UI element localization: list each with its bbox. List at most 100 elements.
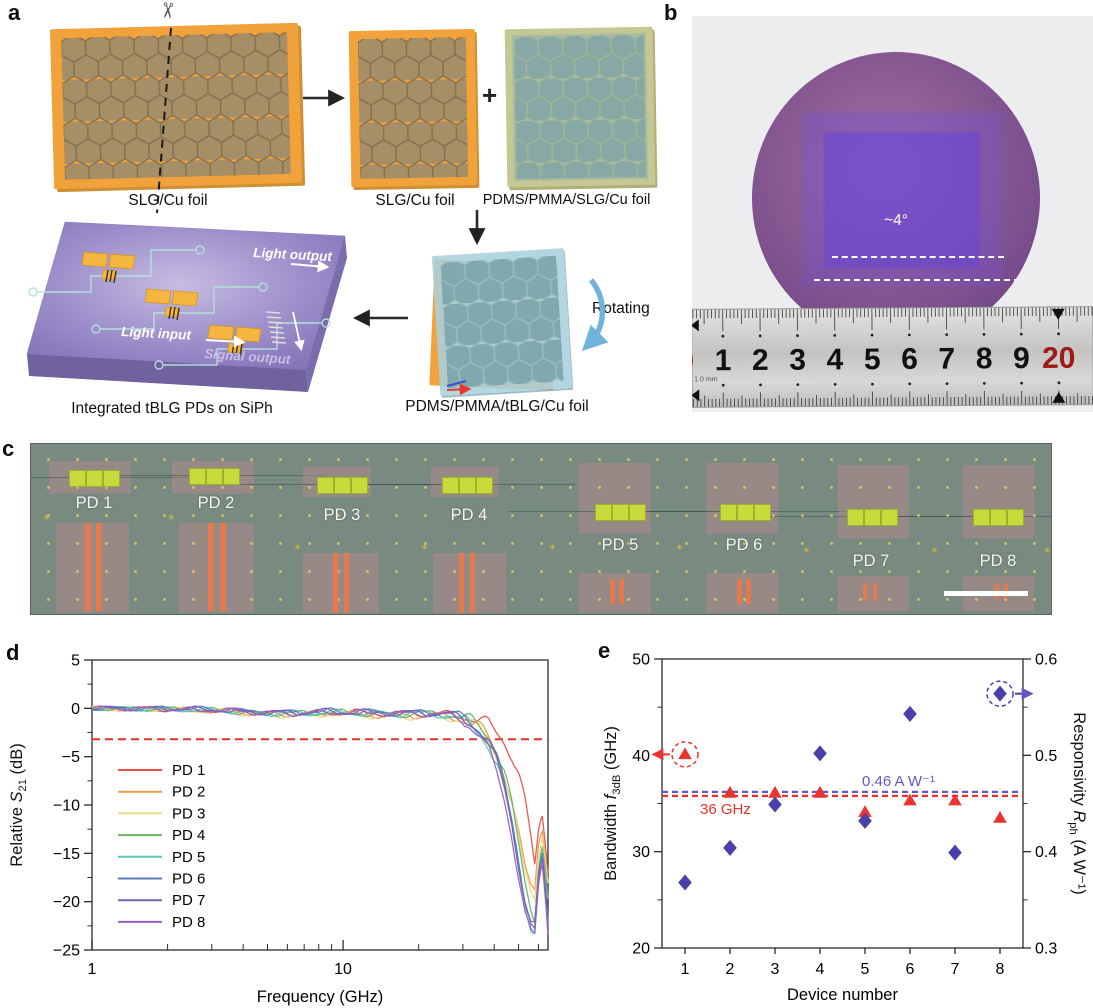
plus-sign: + (482, 80, 498, 110)
contact-pad-square (205, 467, 223, 485)
metal-mark: ✳ (43, 513, 50, 522)
filler-dot (250, 486, 253, 489)
bandwidth-point (723, 785, 737, 798)
ruler-number: 7 (938, 343, 955, 376)
contact-pad-square (846, 508, 864, 526)
responsivity-point (768, 796, 782, 813)
tblg-hex-pattern (440, 255, 564, 389)
filler-dot (134, 486, 137, 489)
filler-dot (975, 486, 978, 489)
filler-dot (743, 458, 746, 461)
pdms-pmma-slg-foil-illustration (504, 26, 656, 188)
responsivity-point (723, 839, 737, 856)
filler-dot (743, 570, 746, 573)
label-slg-cu-foil-2: SLG/Cu foil (375, 192, 455, 209)
panel-e-bandwidth-responsivity-chart: 20 30 40 50 0.3 0.4 0.5 0.6 1 2 3 4 5 6 7 8 36 GHz 0.46 A… (602, 652, 1088, 1005)
device-number-tick: 1 (681, 961, 690, 978)
filler-dot (308, 486, 311, 489)
filler-dot (859, 570, 862, 573)
filler-dot (192, 514, 195, 517)
light-output-arrow (290, 260, 330, 273)
pd-mesa-bottom (433, 553, 506, 613)
metal-mark: ✳ (421, 543, 428, 552)
pd-mesa-top (706, 463, 778, 534)
bandwidth-point (993, 810, 1007, 823)
filler-dot (250, 514, 253, 517)
filler-dot (946, 598, 949, 601)
electrode-bar (333, 553, 338, 613)
filler-dot (917, 458, 920, 461)
pd-mesa-bottom (179, 523, 254, 613)
filler-dot (917, 570, 920, 573)
label-pdms-pmma-tblg-cu-foil: PDMS/PMMA/tBLG/Cu foil (405, 398, 589, 415)
filler-dot (917, 514, 920, 517)
filler-dot (482, 570, 485, 573)
filler-dot (772, 486, 775, 489)
device-number-tick: 6 (906, 961, 915, 978)
filler-dot (743, 542, 746, 545)
filler-dot (685, 598, 688, 601)
filler-dot (859, 542, 862, 545)
legend-label: PD 8 (172, 914, 205, 931)
filler-dot (569, 458, 572, 461)
filler-dot (569, 542, 572, 545)
label-integrated-chip: Integrated tBLG PDs on SiPh (71, 400, 273, 417)
legend-label: PD 7 (172, 892, 205, 909)
filler-dot (76, 542, 79, 545)
filler-dot (714, 570, 717, 573)
filler-dot (424, 598, 427, 601)
filler-dot (1004, 458, 1007, 461)
filler-dot (482, 542, 485, 545)
ruler-unit-note: 1.0 mm (694, 376, 718, 383)
filler-dot (772, 514, 775, 517)
filler-dot (482, 458, 485, 461)
electrode-bar (737, 579, 742, 604)
left-tick-label: 30 (632, 844, 650, 861)
label-signal-output: Signal output (204, 346, 292, 367)
filler-dot (482, 514, 485, 517)
legend-label: PD 1 (172, 762, 205, 779)
filler-dot (221, 486, 224, 489)
filler-dot (1033, 514, 1036, 517)
filler-dot (801, 514, 804, 517)
filler-dot (772, 542, 775, 545)
filler-dot (105, 514, 108, 517)
filler-dot (366, 514, 369, 517)
contact-pad-square (458, 476, 476, 494)
filler-dot (801, 486, 804, 489)
device-number-tick: 8 (996, 961, 1005, 978)
filler-dot (453, 570, 456, 573)
label-light-input: Light input (121, 324, 192, 343)
legend-label: PD 5 (172, 849, 205, 866)
filler-dot (888, 570, 891, 573)
label-pdms-pmma-slg-cu-foil: PDMS/PMMA/SLG/Cu foil (482, 192, 651, 208)
filler-dot (598, 570, 601, 573)
film-region-inner (824, 132, 980, 268)
filler-dot (337, 598, 340, 601)
slg-cu-foil-cut-illustration (348, 28, 478, 188)
filler-dot (627, 542, 630, 545)
filler-dot (888, 598, 891, 601)
slg-cu-foil-illustration (49, 22, 303, 190)
bandwidth-point (813, 785, 827, 798)
left-tick-label: 40 (632, 748, 650, 765)
filler-dot (859, 598, 862, 601)
contact-pad-square (863, 508, 881, 526)
ruler-number: 3 (789, 344, 806, 377)
filler-dot (163, 598, 166, 601)
contact-pad-square (972, 508, 990, 526)
filler-dot (946, 486, 949, 489)
bandwidth-point (903, 793, 917, 806)
device-number-tick: 3 (771, 961, 780, 978)
contact-pad-square (85, 469, 103, 487)
filler-dot (250, 570, 253, 573)
filler-dot (540, 598, 543, 601)
filler-dot (250, 542, 253, 545)
pd-device-label: PD 6 (725, 536, 763, 554)
filler-dot (569, 486, 572, 489)
contact-pad-square (880, 508, 898, 526)
filler-dot (975, 570, 978, 573)
filler-dot (163, 570, 166, 573)
electrode-bar (863, 583, 867, 601)
filler-dot (250, 598, 253, 601)
